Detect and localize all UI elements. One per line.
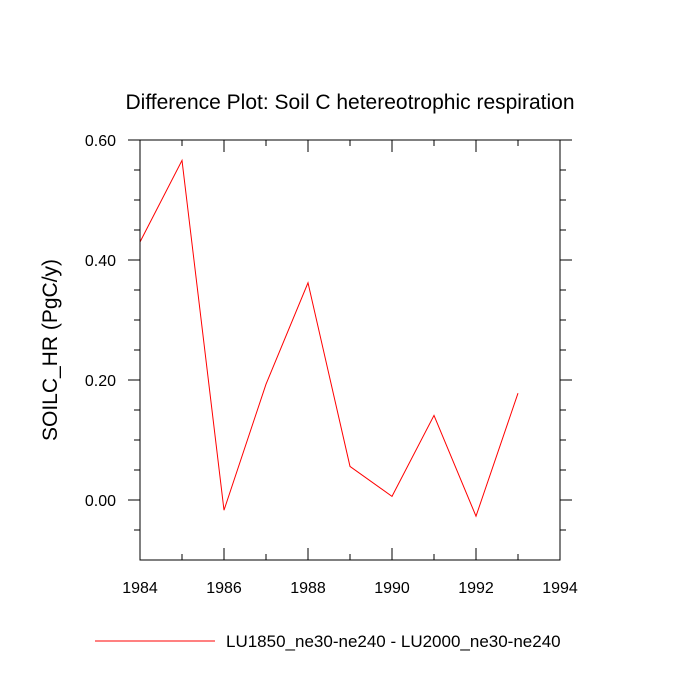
x-tick-label: 1992 xyxy=(458,580,494,597)
plot-frame xyxy=(139,139,561,561)
y-tick-label: 0.40 xyxy=(85,253,116,270)
series-line xyxy=(139,158,519,518)
x-tick-label: 1988 xyxy=(290,580,326,597)
y-tick-label: 0.20 xyxy=(85,373,116,390)
x-tick-label: 1984 xyxy=(122,580,158,597)
legend-label: LU1850_ne30-ne240 - LU2000_ne30-ne240 xyxy=(226,632,561,651)
series-layer xyxy=(139,158,519,518)
axis-tick-labels: 1984 1986 1988 1990 1992 1994 0.00 0.20 0.40 0.60 xyxy=(85,133,578,597)
axis-ticks xyxy=(128,139,572,560)
y-tick-label: 0.60 xyxy=(85,133,116,150)
y-axis-label: SOILC_HR (PgC/y) xyxy=(39,259,62,441)
x-tick-label: 1994 xyxy=(542,580,578,597)
chart-title: Difference Plot: Soil C hetereotrophic r… xyxy=(125,91,574,114)
x-tick-label: 1990 xyxy=(374,580,410,597)
legend: LU1850_ne30-ne240 - LU2000_ne30-ne240 xyxy=(95,632,561,651)
y-tick-label: 0.00 xyxy=(85,493,116,510)
x-tick-label: 1986 xyxy=(206,580,242,597)
